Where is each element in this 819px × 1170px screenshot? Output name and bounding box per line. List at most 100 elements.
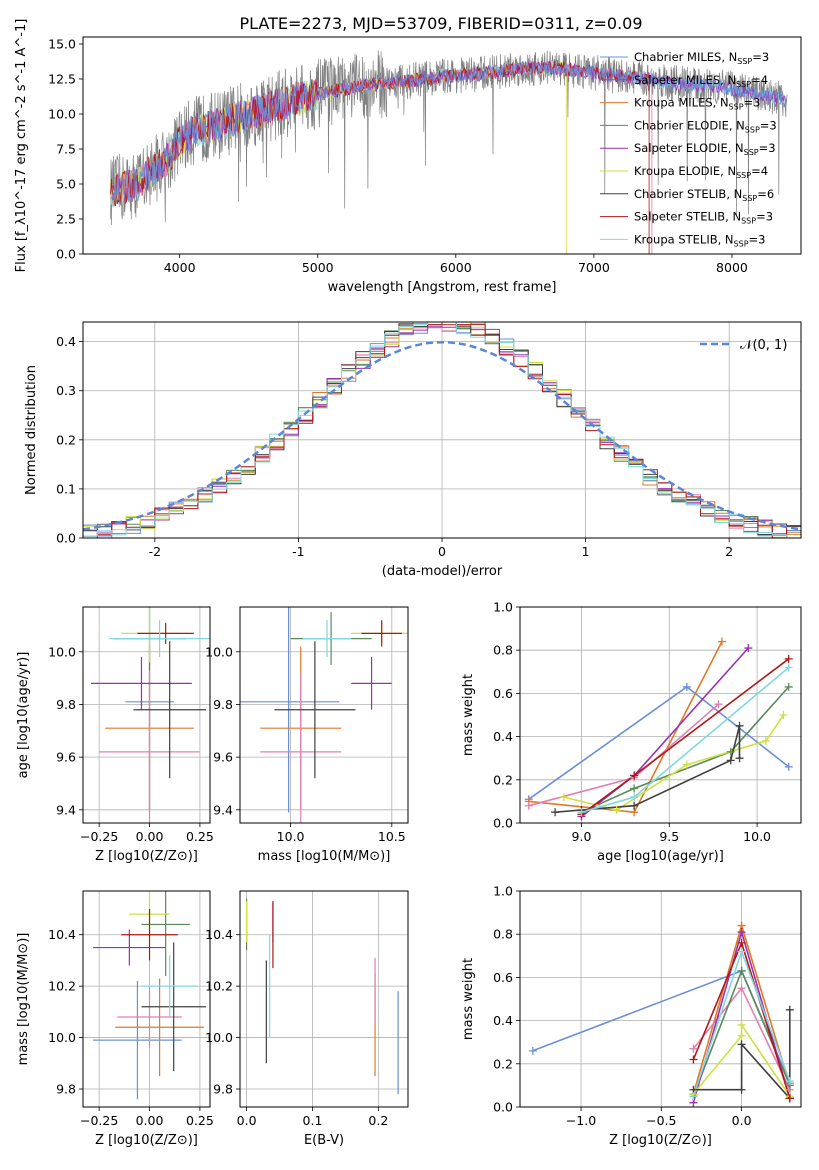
y-tick-label: 7.5 [56,142,76,157]
y-axis-label: mass weight [461,674,476,756]
data-point [726,747,735,756]
y-axis-label: Flux [f_λ10^-17 erg cm^-2 s^-1 A^-1] [14,19,29,273]
data-point [689,1055,698,1064]
y-tick-label: 10.2 [205,979,233,994]
data-point [682,760,691,769]
y-tick-label: 0.6 [493,970,513,985]
y-tick-label: 10.4 [205,927,233,942]
panel-age-vs-Z: −0.25 0.00 0.25 9.4 9.6 9.8 10.0 Z [log10(Z/Z⊙)… [16,606,214,864]
data-point [737,966,746,975]
y-tick-label: 0.0 [56,247,76,262]
y-tick-label: 0.1 [56,481,76,496]
legend-entry: Kroupa STELIB, NSSP=3 [634,232,765,248]
y-tick-label: 0.4 [493,729,513,744]
model-line [110,60,787,206]
x-tick-label: −1.0 [566,1113,596,1128]
data-point [761,736,770,745]
data-point [630,801,639,810]
data-point [784,682,793,691]
plot-area [110,50,788,254]
legend-entry: Kroupa ELODIE, NSSP=4 [634,164,768,180]
axes-frame [519,890,802,1108]
data-point [784,762,793,771]
y-tick-label: 9.4 [56,802,76,817]
x-tick-label: 10.0 [743,829,771,844]
data-point [577,808,586,817]
y-tick-label: 0.4 [56,334,76,349]
legend-entry: Chabrier ELODIE, NSSP=3 [634,118,777,134]
data-point [630,771,639,780]
plot-area [83,322,801,538]
y-tick-label: 0.8 [493,643,513,658]
data-point [735,721,744,730]
data-point [737,928,746,937]
x-tick-label: 0 [438,544,446,559]
x-tick-label: 0.0 [732,1113,752,1128]
data-point [630,793,639,802]
axes-frame [82,890,211,1108]
axes-frame [82,606,211,824]
data-point [737,984,746,993]
x-tick-label: 1 [582,544,590,559]
x-axis-label: mass [log10(M/M⊙)] [258,849,391,864]
panel-mass-vs-EBV: 0.0 0.1 0.2 9.8 10.0 10.2 10.4 E(B-V) [205,890,409,1148]
x-tick-label: −0.25 [80,829,118,844]
data-point [785,1077,794,1086]
y-tick-label: 9.8 [213,1082,233,1097]
figure-title: PLATE=2273, MJD=53709, FIBERID=0311, z=0… [239,14,642,33]
panel-age-vs-mass: 10.0 10.5 9.4 9.6 9.8 10.0 mass [log10(M/M⊙)] [205,606,409,864]
x-tick-label: 4000 [164,260,196,275]
data-point [737,947,746,956]
x-tick-label: 9.5 [659,829,679,844]
legend-entry: Chabrier STELIB, NSSP=6 [634,187,774,203]
data-point [737,1031,746,1040]
data-point [737,1040,746,1049]
axes-frame [239,890,409,1108]
x-tick-label: 0.25 [186,1113,214,1128]
axes-frame [82,36,802,255]
y-tick-label: 10.0 [205,644,233,659]
legend-entry: Salpeter STELIB, NSSP=3 [634,210,773,226]
normal-curve [83,340,801,531]
y-tick-label: 10.0 [205,1030,233,1045]
x-tick-label: 8000 [716,260,748,275]
data-point [689,1092,698,1101]
data-point [630,784,639,793]
y-tick-label: 0.4 [493,1013,513,1028]
data-point [726,756,735,765]
mass-weight-series [692,1022,791,1097]
data-point [785,1094,794,1103]
y-tick-label: 0.3 [56,383,76,398]
legend-entry: Salpeter ELODIE, NSSP=3 [634,141,776,157]
mass-weight-series [555,725,741,813]
plot-area [91,607,210,823]
mass-weight-series [581,686,790,813]
x-axis-label: Z [log10(Z/Z⊙)] [95,849,198,864]
x-tick-label: 0.00 [136,829,164,844]
panel-mass-weight-vs-Z: −1.0 −0.5 0.0 0.0 0.2 0.4 0.6 0.8 1.0 Z [log10(Z/… [461,884,802,1148]
data-point [612,806,621,815]
x-tick-label: 0.25 [186,829,214,844]
y-tick-label: 9.4 [213,802,233,817]
y-tick-label: 2.5 [56,212,76,227]
panel-mass-vs-Z: −0.25 0.00 0.25 9.8 10.0 10.2 10.4 Z [log10(Z/Z… [16,890,214,1148]
x-axis-label: E(B-V) [304,1133,344,1148]
model-line [117,59,653,254]
y-tick-label: 10.4 [48,927,76,942]
plot-area [245,898,399,1095]
y-axis-label: age [log10(age/yr)] [16,652,31,779]
y-tick-label: 0.2 [493,1056,513,1071]
y-tick-label: 1.0 [493,884,513,899]
x-tick-label: 9.0 [572,829,592,844]
x-tick-label: -2 [149,544,161,559]
data-point [714,700,723,709]
data-point [528,1046,537,1055]
data-point [744,644,753,653]
y-axis-label: mass weight [461,958,476,1040]
y-tick-label: 9.6 [213,750,233,765]
residual-histogram [83,322,801,535]
y-tick-label: 0.8 [493,927,513,942]
data-point [735,754,744,763]
data-point [682,682,691,691]
